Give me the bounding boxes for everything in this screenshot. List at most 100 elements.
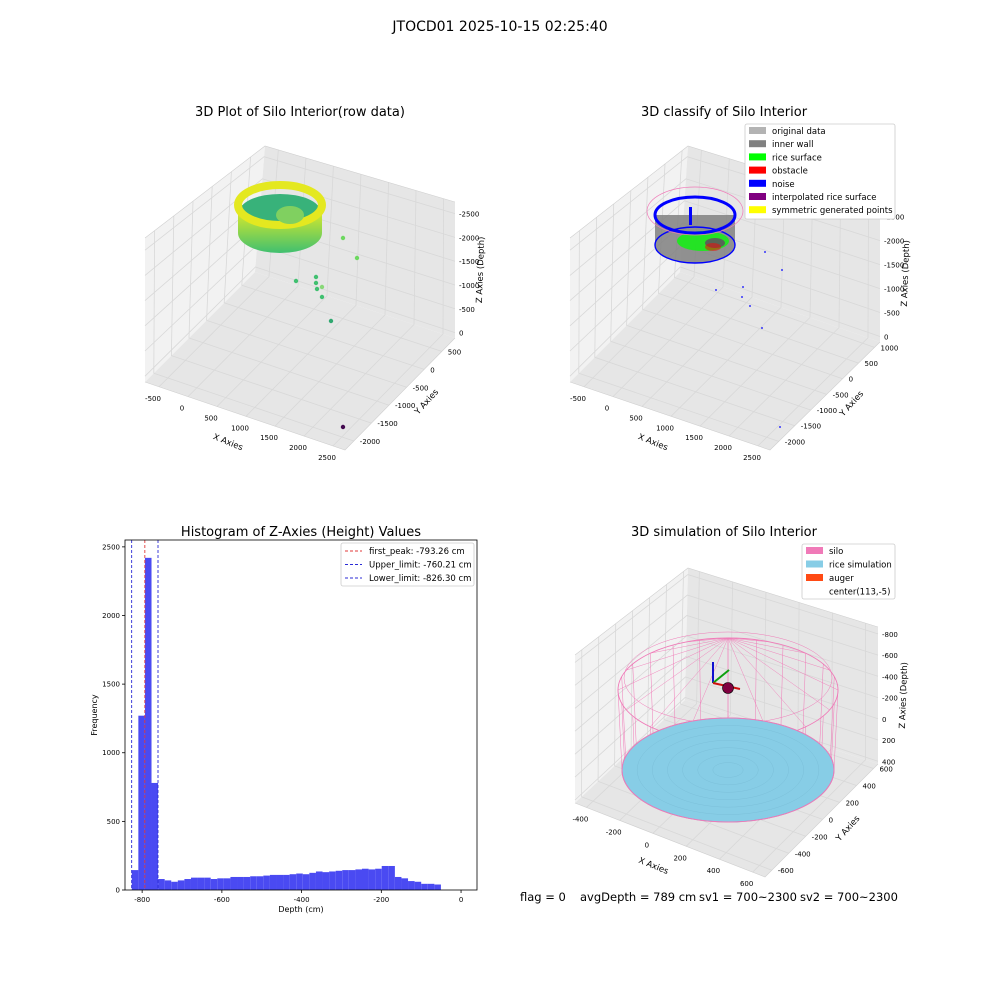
y-tick-label: -500: [833, 391, 849, 399]
histogram-bar: [217, 878, 224, 890]
noise-point: [741, 296, 743, 298]
x-gridline: [612, 158, 730, 397]
symmetric-ring: [646, 186, 744, 236]
histogram-bar: [289, 874, 297, 890]
y-gridline: [170, 215, 372, 424]
histogram-bar: [144, 557, 152, 890]
histogram-bar: [210, 879, 218, 890]
histogram-bar: [368, 869, 376, 890]
histogram-bar: [414, 881, 422, 890]
x-tick-label: 1000: [231, 424, 249, 432]
histogram-bar: [348, 870, 356, 890]
pane-edge: [144, 145, 456, 239]
histogram-bar: [177, 880, 185, 890]
z-gridline: [144, 266, 456, 377]
x-gridline: [757, 201, 869, 447]
x-axis-label: X Axies: [636, 432, 669, 453]
z-tick-label: -500: [459, 306, 475, 314]
legend-frame: [801, 543, 896, 600]
z-axis-label: Z Axies (Depth): [898, 662, 910, 729]
legend-label: symmetric generated points: [772, 206, 893, 216]
x-tick-label: -400: [572, 815, 588, 823]
z-tick-label: -1500: [884, 262, 904, 270]
noise-bottom-ring: [654, 226, 736, 264]
x-tick-label: 1500: [685, 434, 703, 442]
z-gridline: [569, 178, 881, 276]
z-tick-label: -2000: [459, 234, 479, 242]
y-gridline: [642, 177, 843, 380]
legend-label: center(113,-5): [829, 588, 890, 598]
y-tick-label: 1500: [102, 681, 120, 689]
z-tick-label: -1000: [884, 286, 904, 294]
y-tick-label: 2000: [102, 612, 120, 620]
rice-mesh-ring: [697, 754, 759, 786]
y-tick-label: 400: [863, 782, 876, 790]
y-tick-label: -1500: [801, 423, 821, 431]
axes-frame: [124, 539, 478, 891]
legend-frame: [744, 123, 896, 220]
status-sv1: sv1 = 700~2300: [699, 890, 797, 904]
x-gridline: [216, 166, 334, 407]
z-tick-label: 0: [882, 716, 886, 724]
silo-wall-line: [621, 676, 626, 757]
z-tick-label: 0: [884, 334, 888, 342]
x-tick-label: 2000: [289, 444, 307, 452]
y-tick-label: 600: [879, 766, 892, 774]
pane-edge: [574, 763, 879, 878]
x-tick-label: 1500: [260, 434, 278, 442]
y-tick-label: 1000: [102, 749, 120, 757]
noise-column: [689, 207, 692, 225]
floor-pane: [570, 272, 880, 450]
outlier-point: [340, 424, 346, 430]
x-tick-label: -600: [214, 896, 230, 904]
back-pane: [685, 568, 878, 764]
y-tick-label: 0: [849, 376, 853, 384]
legend-label: Lower_limit: -826.30 cm: [369, 574, 471, 584]
x-tick-label: -500: [570, 395, 586, 403]
y-tick-label: 0: [116, 887, 120, 895]
y-tick-label: -2000: [360, 438, 380, 446]
legend-swatch: [749, 206, 766, 214]
y-tick-label: 200: [846, 799, 859, 807]
x-tick-label: -200: [373, 896, 389, 904]
panel-raw-data-3d: 3D Plot of Silo Interior(row data) -500 0…: [144, 105, 487, 462]
noise-point: [749, 305, 751, 307]
y-tick-label: -400: [795, 850, 811, 858]
histogram-bar: [342, 870, 349, 890]
z-gridline: [574, 574, 879, 663]
silo-gap-points: [276, 206, 304, 224]
x-tick-label: 500: [204, 414, 217, 422]
x-gridline: [699, 184, 814, 427]
silo-wall-line: [819, 663, 824, 745]
floor-pane: [145, 272, 455, 450]
noise-point: [779, 426, 781, 428]
y-gridline: [626, 190, 827, 395]
z-gridline: [574, 594, 879, 686]
legend-swatch: [806, 560, 823, 568]
legend-classify: original data inner wall rice surface obsta…: [744, 123, 896, 220]
y-gridline: [206, 186, 407, 388]
legend-label: rice surface: [772, 153, 822, 163]
y-tick-label: -1000: [395, 402, 415, 410]
y-gridline: [223, 171, 425, 370]
auger-marker: [722, 682, 734, 694]
x-gridline: [752, 623, 866, 873]
legend-label: interpolated rice surface: [772, 193, 877, 203]
histogram-bar: [256, 876, 264, 890]
z-gridline: [574, 676, 879, 778]
silo-roof-rib: [727, 637, 771, 643]
legend-swatch: [749, 179, 766, 187]
z-tick-label: -1000: [459, 282, 479, 290]
x-tick-label: 0: [645, 841, 649, 849]
z-tick-label: -200: [882, 695, 898, 703]
noise-top-ring: [653, 195, 737, 235]
silo-roof-rib: [727, 637, 806, 727]
histogram-bar: [223, 878, 231, 890]
histogram-bar: [171, 881, 178, 890]
y-tick-label: 1000: [881, 344, 899, 352]
z-gridline: [574, 655, 879, 755]
silo-roof-rib: [650, 637, 729, 727]
x-axis-label: X Axies: [211, 432, 244, 453]
histogram-bar: [421, 883, 428, 890]
y-axis-label: Y Axies: [834, 814, 863, 845]
